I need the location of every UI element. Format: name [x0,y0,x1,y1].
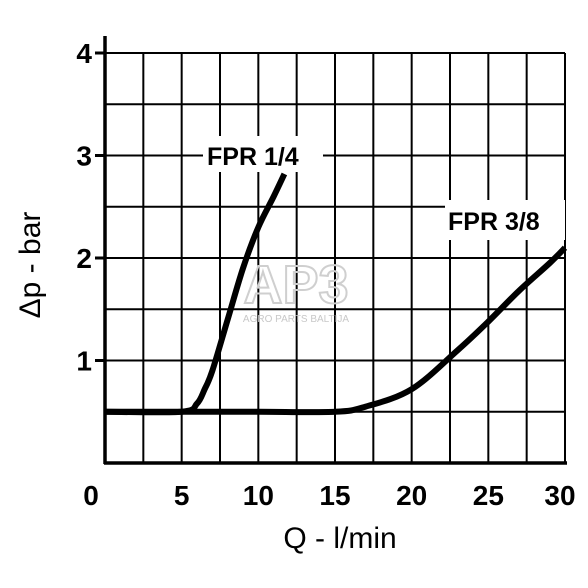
x-tick-label: 10 [243,480,274,511]
y-axis-title: Δp - bar [14,212,47,319]
series-labels: FPR 1/4 FPR 3/8 [203,136,565,240]
x-tick-label: 20 [396,480,427,511]
y-tick-label: 3 [76,141,92,172]
watermark-subtext: AGRO PARTS BALTIJA [243,314,349,325]
x-tick-label: 0 [83,480,99,511]
y-tick-labels: 1 2 3 4 [76,38,92,377]
x-tick-label: 5 [174,480,190,511]
series-label-1: FPR 1/4 [207,143,299,171]
axes [95,36,567,465]
x-tick-label: 25 [473,480,504,511]
y-tick-label: 1 [76,346,92,377]
series-line-2 [104,245,568,416]
series-lines [104,172,568,416]
watermark-logo: AP3 [243,255,348,315]
series-label-2-bg [445,200,565,240]
y-tick-label: 2 [76,243,92,274]
x-tick-label: 30 [544,480,575,511]
watermark: AP3 AGRO PARTS BALTIJA [242,254,349,325]
series-label-1-group: FPR 1/4 [203,136,323,172]
y-tick-label: 4 [76,38,92,69]
series-label-1-bg [203,136,323,172]
x-axis-title: Q - l/min [283,522,396,555]
x-tick-labels: 0 5 10 15 20 25 30 [83,480,575,511]
x-tick-label: 15 [319,480,350,511]
series-label-2-group: FPR 3/8 [445,200,565,240]
series-label-2: FPR 3/8 [448,208,540,236]
